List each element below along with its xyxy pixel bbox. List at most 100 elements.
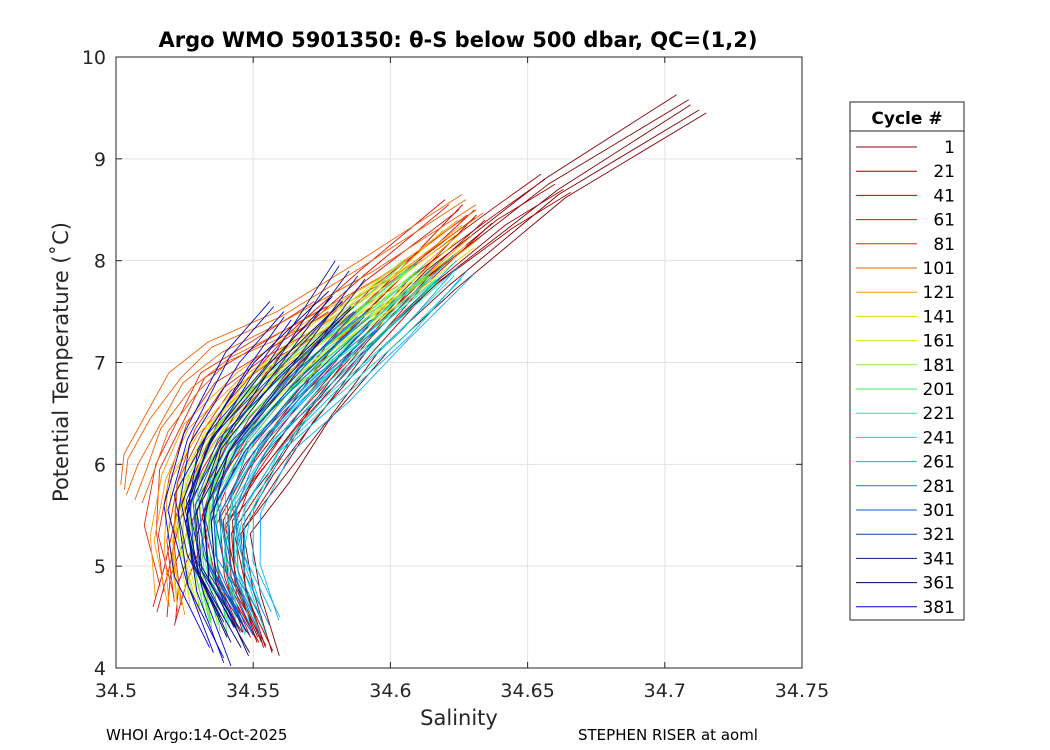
legend: Cycle # 12141618110112114116118120122124… <box>849 101 965 621</box>
profile-line <box>143 301 315 587</box>
legend-entry: 21 <box>856 162 955 182</box>
profile-line <box>163 301 271 648</box>
profile-line <box>187 270 350 628</box>
legend-label: 321 <box>923 525 955 545</box>
profile-line <box>223 265 445 623</box>
legend-entry: 121 <box>856 283 955 303</box>
profile-line <box>120 194 463 485</box>
profile-line <box>124 199 467 490</box>
profile-line <box>125 204 477 496</box>
profile-line <box>203 306 352 653</box>
chart-title: Argo WMO 5901350: θ-S below 500 dbar, QC… <box>159 28 758 52</box>
profile-line <box>234 260 457 608</box>
profile-line <box>149 219 459 597</box>
legend-entry: 81 <box>856 235 955 255</box>
profile-line <box>177 311 285 658</box>
profile-line <box>212 326 369 633</box>
profile-line <box>195 301 344 648</box>
profile-line <box>223 278 441 636</box>
series-381 <box>163 301 292 667</box>
profile-line <box>134 209 477 501</box>
data-series <box>120 94 707 667</box>
profile-line <box>212 321 361 628</box>
profile-line <box>184 295 333 643</box>
legend-entry: 321 <box>856 525 955 545</box>
y-tick-label: 5 <box>94 556 106 578</box>
profile-line <box>186 316 285 664</box>
legend-label: 361 <box>923 574 955 594</box>
y-tick-label: 6 <box>94 454 106 476</box>
profile-line <box>219 329 376 636</box>
axis-ticks: 34.5 34.55 34.6 34.65 34.7 34.75 4 5 6 7 8 9 10 <box>82 47 829 702</box>
profile-line <box>200 270 421 628</box>
profile-line <box>216 316 371 613</box>
legend-entry: 301 <box>856 501 955 521</box>
profile-line <box>234 275 455 633</box>
legend-title: Cycle # <box>871 109 942 129</box>
legend-entry: 221 <box>856 404 955 424</box>
profile-line <box>176 260 403 608</box>
profile-line <box>259 273 475 621</box>
legend-label: 161 <box>923 332 955 352</box>
profile-line <box>184 319 292 667</box>
series-261 <box>230 255 475 621</box>
legend-entry: 341 <box>856 549 955 569</box>
x-tick-label: 34.7 <box>644 680 686 702</box>
legend-label: 1 <box>944 138 955 158</box>
legend-label: 221 <box>923 404 955 424</box>
legend-entry: 281 <box>856 477 955 497</box>
legend-box <box>849 101 965 621</box>
legend-label: 201 <box>923 380 955 400</box>
profile-line <box>240 192 571 651</box>
legend-label: 21 <box>933 162 955 182</box>
x-axis-label: Salinity <box>420 706 498 730</box>
x-tick-label: 34.5 <box>95 680 137 702</box>
legend-label: 301 <box>923 501 955 521</box>
profile-line <box>235 326 381 623</box>
legend-entry: 141 <box>856 307 955 327</box>
y-axis-label: Potential Temperature (˚C) <box>49 222 73 502</box>
legend-entry: 101 <box>856 259 955 279</box>
profile-line <box>226 321 381 618</box>
legend-entry: 61 <box>856 211 955 231</box>
profile-line <box>156 204 450 613</box>
profile-line <box>210 309 351 656</box>
legend-label: 101 <box>923 259 955 279</box>
legend-entry: 381 <box>856 598 955 618</box>
profile-line <box>152 199 446 608</box>
legend-label: 121 <box>923 283 955 303</box>
y-tick-label: 8 <box>94 251 106 273</box>
legend-entry: 201 <box>856 380 955 400</box>
x-tick-label: 34.65 <box>500 680 554 702</box>
profile-line <box>203 316 365 633</box>
legend-label: 261 <box>923 453 955 473</box>
legend-label: 181 <box>923 356 955 376</box>
profile-line <box>252 270 468 618</box>
legend-entry: 41 <box>856 186 955 206</box>
legend-entry: 361 <box>856 574 955 594</box>
x-tick-label: 34.6 <box>369 680 411 702</box>
legend-label: 141 <box>923 307 955 327</box>
legend-label: 341 <box>923 549 955 569</box>
y-tick-label: 4 <box>94 658 106 680</box>
footer-date: WHOI Argo:14-Oct-2025 <box>106 726 288 744</box>
profile-line <box>194 311 357 628</box>
profile-line <box>167 306 275 653</box>
legend-entries: 1214161811011211411611812012212412612813… <box>856 138 955 618</box>
legend-label: 81 <box>933 235 955 255</box>
legend-entry: 241 <box>856 428 955 448</box>
profile-line <box>210 319 372 636</box>
legend-label: 241 <box>923 428 955 448</box>
footer-credit: STEPHEN RISER at aoml <box>578 726 758 744</box>
legend-entry: 1 <box>856 138 955 158</box>
profile-line <box>234 329 388 626</box>
legend-label: 381 <box>923 598 955 618</box>
x-tick-label: 34.55 <box>226 680 280 702</box>
y-tick-label: 9 <box>94 149 106 171</box>
legend-label: 41 <box>933 186 955 206</box>
legend-entry: 261 <box>856 453 955 473</box>
x-tick-label: 34.75 <box>775 680 829 702</box>
series-361 <box>181 290 352 656</box>
profile-line <box>230 255 454 602</box>
